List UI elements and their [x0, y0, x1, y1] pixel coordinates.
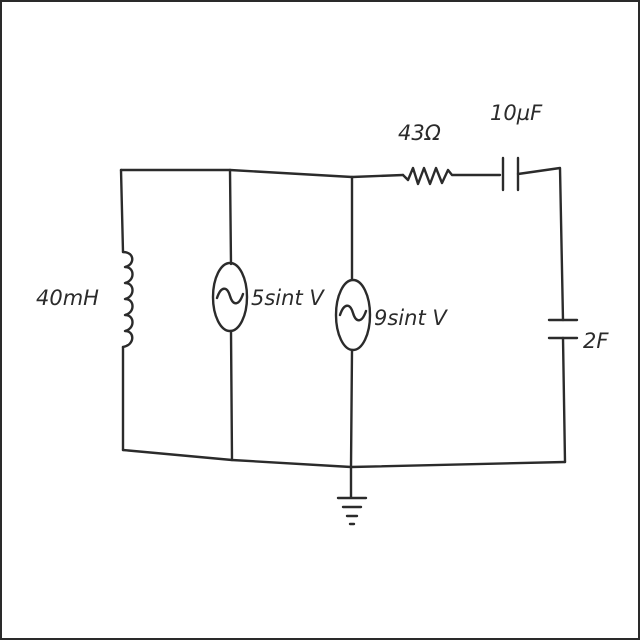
top-wire	[119, 168, 405, 179]
resistor	[401, 166, 502, 186]
source1-sine-icon	[215, 287, 245, 305]
source1-top-wire	[228, 168, 233, 266]
left-top-wire	[119, 168, 125, 254]
source2-label: 9sint V	[374, 306, 448, 330]
source2-bottom-wire	[349, 348, 354, 469]
top-right-wire	[516, 166, 565, 322]
series-capacitor-label: 10µF	[490, 101, 543, 125]
resistor-label: 43Ω	[398, 121, 441, 145]
source2-sine-icon	[338, 304, 368, 322]
source1-bottom-wire	[229, 329, 234, 462]
shunt-capacitor-label: 2F	[583, 329, 609, 353]
bottom-wire	[121, 448, 567, 469]
right-lower-wire	[561, 336, 567, 464]
inductor-label: 40mH	[36, 286, 99, 310]
source1-label: 5sint V	[251, 286, 325, 310]
inductor	[121, 250, 134, 349]
